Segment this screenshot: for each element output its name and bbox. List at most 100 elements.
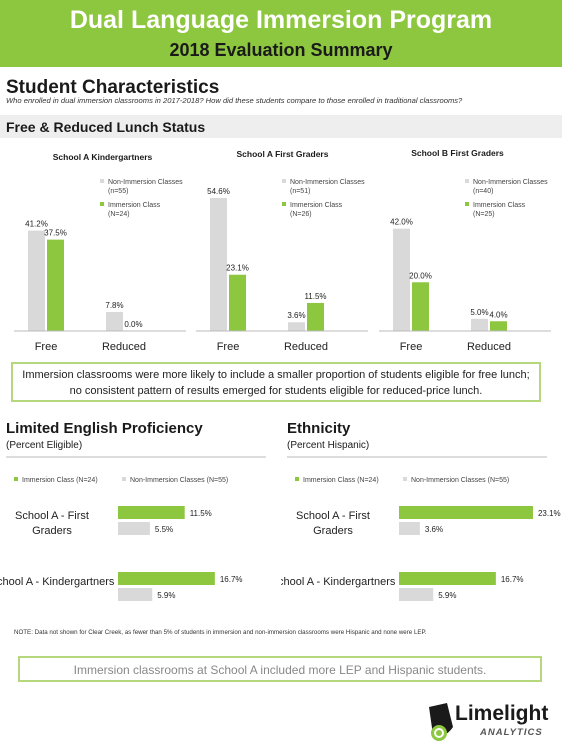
logo-sub: ANALYTICS [480, 727, 543, 738]
data-label: 42.0% [390, 218, 413, 227]
data-label: 37.5% [44, 229, 67, 238]
lunch-title: Free & Reduced Lunch Status [6, 119, 206, 135]
legend-swatch [465, 179, 469, 183]
data-label: 16.7% [220, 575, 243, 584]
bar-immersion-free [229, 274, 246, 331]
lunch-summary: Immersion classrooms were more likely to… [11, 362, 541, 402]
bottom-summary: Immersion classrooms at School A include… [18, 656, 542, 682]
chart1-title: School A Kindergartners [52, 152, 153, 162]
data-label: 4.0% [489, 310, 507, 319]
ethnicity-divider [287, 456, 547, 458]
section-subtitle: Who enrolled in dual immersion classroom… [6, 96, 463, 105]
legend-swatch [465, 202, 469, 206]
legend-label: Immersion Class (N=24) [303, 477, 379, 484]
data-label: 5.0% [470, 308, 488, 317]
bar-immersion-free [412, 282, 429, 331]
legend-label: Immersion Class [290, 202, 343, 209]
data-label: 54.6% [207, 187, 230, 196]
bar-immersion-reduced [307, 302, 324, 331]
bar-non-immersion-1 [118, 588, 153, 601]
legend-label: Immersion Class [108, 202, 161, 209]
category-label-free: Free [400, 341, 423, 353]
data-label: 3.6% [287, 311, 305, 320]
bar-immersion-1 [399, 572, 496, 585]
bar-non-immersion-reduced [288, 322, 305, 331]
category-label: School A - First [296, 510, 370, 522]
logo-name: Limelight [455, 702, 549, 725]
data-note: NOTE: Data not shown for Clear Creek, as… [14, 629, 427, 636]
legend-swatch [100, 179, 104, 183]
legend-label-n: (n=55) [108, 188, 128, 195]
lime-logo-icon [429, 703, 453, 741]
legend-label-n: (N=26) [290, 211, 312, 218]
lep-title: Limited English Proficiency [6, 420, 203, 437]
legend-label-n: (N=25) [473, 211, 495, 218]
data-label: 5.9% [438, 591, 456, 600]
category-label-reduced: Reduced [284, 341, 328, 353]
legend-label-n: (n=40) [473, 188, 493, 195]
category-label: School A - Kindergartners [0, 576, 115, 588]
chart2-title: School A First Graders [236, 149, 329, 159]
lunch-band [0, 115, 562, 138]
legend-swatch [295, 477, 299, 481]
chart-lep: Immersion Class (N=24) Non-Immersion Clas… [0, 477, 243, 601]
bar-immersion-0 [399, 506, 533, 519]
legend-label: Non-Immersion Classes [290, 179, 365, 186]
data-label: 0.0% [124, 320, 142, 329]
bar-non-immersion-reduced [106, 311, 123, 331]
bar-immersion-free [47, 239, 64, 331]
bar-immersion-reduced [490, 321, 507, 331]
legend-label: Non-Immersion Classes [108, 179, 183, 186]
data-label: 20.0% [409, 271, 432, 280]
legend-swatch [122, 477, 126, 481]
legend-label-n: (n=51) [290, 188, 310, 195]
ethnicity-title: Ethnicity [287, 420, 351, 437]
legend-label-n: (N=24) [108, 211, 130, 218]
lep-subtitle: (Percent Eligible) [6, 440, 83, 451]
legend-swatch [403, 477, 407, 481]
bar-non-immersion-free [210, 197, 227, 331]
data-label: 5.9% [157, 591, 175, 600]
data-label: 3.6% [425, 525, 443, 534]
legend-label: Non-Immersion Classes (N=55) [130, 477, 228, 484]
bar-immersion-1 [118, 572, 215, 585]
category-label-free: Free [35, 341, 58, 353]
chart-school-a-first-graders: 54.6% 23.1% Free 3.6% 11.5% Reduced Non-Immers… [196, 179, 368, 353]
data-label: 11.5% [190, 509, 212, 518]
data-label: 11.5% [304, 292, 326, 301]
data-label: 23.1% [538, 509, 561, 518]
data-label: 7.8% [105, 301, 123, 310]
bar-non-immersion-1 [399, 588, 434, 601]
legend-swatch [282, 179, 286, 183]
legend-label: Immersion Class (N=24) [22, 477, 98, 484]
page-subtitle: 2018 Evaluation Summary [169, 40, 393, 60]
bar-non-immersion-0 [118, 522, 150, 535]
legend-swatch [282, 202, 286, 206]
chart3-title: School B First Graders [411, 148, 504, 158]
category-label: Graders [313, 525, 353, 537]
data-label: 23.1% [226, 264, 249, 273]
chart-school-a-kindergartners: 41.2%37.5% Free 7.8% 0.0% Reduced Non-Immersi… [14, 179, 186, 353]
bar-non-immersion-free [393, 228, 410, 331]
bar-non-immersion-reduced [471, 318, 488, 331]
bar-non-immersion-0 [399, 522, 420, 535]
bar-immersion-0 [118, 506, 185, 519]
data-label: 41.2% [25, 220, 48, 229]
data-label: 5.5% [155, 525, 173, 534]
category-label: Graders [32, 525, 72, 537]
data-label: 16.7% [501, 575, 524, 584]
chart-ethnicity: Immersion Class (N=24) Non-Immersion Clas… [281, 477, 561, 601]
header-banner: Dual Language Immersion Program 2018 Eva… [0, 0, 562, 67]
legend-label: Non-Immersion Classes (N=55) [411, 477, 509, 484]
category-label-reduced: Reduced [102, 341, 146, 353]
ethnicity-subtitle: (Percent Hispanic) [287, 440, 370, 451]
section-title: Student Characteristics [6, 77, 220, 98]
lep-divider [6, 456, 266, 458]
page-title: Dual Language Immersion Program [69, 6, 493, 34]
category-label-free: Free [217, 341, 240, 353]
legend-label: Non-Immersion Classes [473, 179, 548, 186]
chart-school-b-first-graders: 42.0% 20.0% Free 5.0% 4.0% Reduced Non-Immersi… [379, 179, 551, 353]
legend-swatch [100, 202, 104, 206]
category-label-reduced: Reduced [467, 341, 511, 353]
category-label: School A - First [15, 510, 89, 522]
